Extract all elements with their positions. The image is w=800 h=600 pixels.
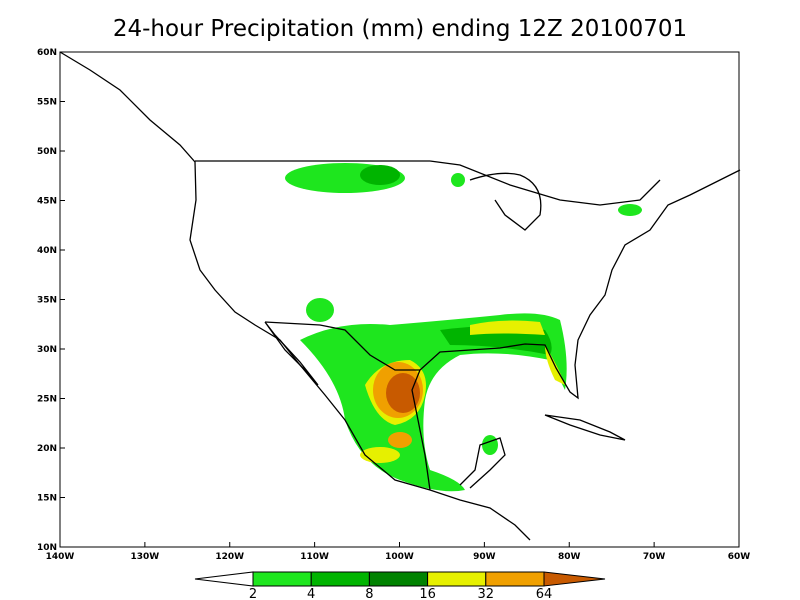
colorbar-label: 2 (249, 587, 257, 600)
x-tick-label: 130W (131, 552, 160, 562)
y-tick-label: 20N (37, 444, 57, 454)
y-tick-label: 30N (37, 345, 57, 355)
colorbar-label: 8 (365, 587, 373, 600)
y-tick-label: 35N (37, 296, 57, 306)
colorbar-label: 64 (536, 587, 553, 600)
y-tick-label: 50N (37, 147, 57, 157)
colorbar-box (485, 571, 545, 587)
x-tick-label: 110W (300, 552, 329, 562)
colorbar-high (543, 571, 606, 587)
colorbar-box (310, 571, 370, 587)
y-tick-label: 15N (37, 494, 57, 504)
x-tick-label: 70W (643, 552, 666, 562)
x-tick-label: 100W (385, 552, 414, 562)
colorbar: 2 4 8 16 32 64 (194, 571, 606, 600)
y-tick-label: 10N (37, 543, 57, 553)
coastlines (59, 51, 741, 541)
x-tick-label: 140W (46, 552, 75, 562)
colorbar-label: 4 (307, 587, 315, 600)
axis-ticks: 140W 130W 120W 110W 100W 90W 80W 70W 60W 60N 55N 50… (37, 48, 750, 562)
colorbar-box (368, 571, 429, 587)
y-tick-label: 60N (37, 48, 57, 58)
x-tick-label: 80W (558, 552, 581, 562)
colorbar-box (427, 571, 487, 587)
y-tick-label: 55N (37, 98, 57, 108)
x-tick-label: 90W (473, 552, 496, 562)
colorbar-label: 16 (419, 587, 436, 600)
colorbar-box (252, 571, 312, 587)
y-tick-label: 45N (37, 197, 57, 207)
x-tick-label: 120W (215, 552, 244, 562)
y-tick-label: 25N (37, 395, 57, 405)
y-tick-label: 40N (37, 246, 57, 256)
x-tick-label: 60W (728, 552, 751, 562)
colorbar-label: 32 (478, 587, 495, 600)
map-title: 24-hour Precipitation (mm) ending 12Z 20… (113, 16, 687, 42)
